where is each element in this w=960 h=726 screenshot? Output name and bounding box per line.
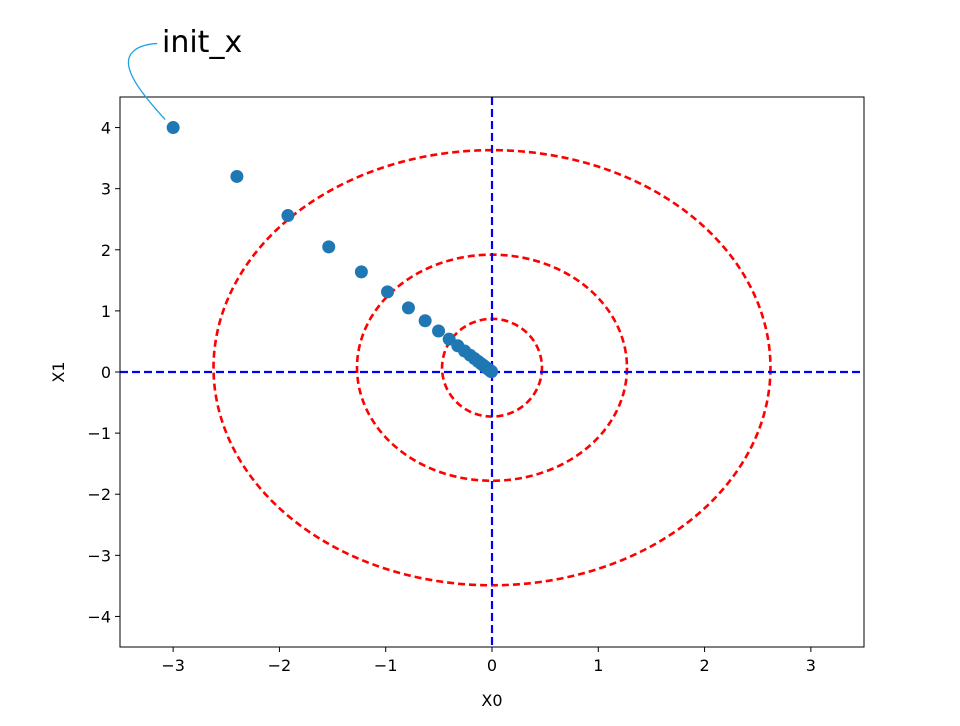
x-axis-ticks: −3 −2 −1 0 1 2 3	[161, 647, 816, 675]
y-tick-label: −4	[87, 607, 111, 626]
y-tick-label: −3	[87, 546, 111, 565]
y-tick-label: 0	[101, 363, 111, 382]
x-tick-label: 2	[699, 656, 709, 675]
y-axis-ticks: −4 −3 −2 −1 0 1 2 3 4	[87, 119, 120, 626]
annotation-connector	[127, 42, 166, 120]
x-tick-label: −2	[268, 656, 292, 675]
scatter-points-layer	[166, 121, 498, 379]
x-tick-label: −3	[161, 656, 185, 675]
y-tick-label: 3	[101, 180, 111, 199]
scatter-point	[230, 169, 244, 183]
y-tick-label: 2	[101, 241, 111, 260]
x-axis-label: X0	[481, 691, 502, 710]
scatter-point	[418, 314, 432, 328]
scatter-point	[484, 365, 498, 379]
y-axis-label: X1	[49, 361, 68, 382]
x-tick-label: 3	[806, 656, 816, 675]
annotation-text: init_x	[162, 25, 242, 60]
y-tick-label: 1	[101, 302, 111, 321]
x-tick-label: −1	[374, 656, 398, 675]
y-tick-label: 4	[101, 119, 111, 138]
scatter-point	[322, 240, 336, 254]
y-tick-label: −2	[87, 485, 111, 504]
scatter-point	[381, 285, 395, 299]
scatter-point	[166, 121, 180, 135]
scatter-point	[354, 265, 368, 279]
annotation-layer: init_x	[127, 25, 242, 120]
scatter-point	[432, 324, 446, 338]
scatter-point	[281, 209, 295, 223]
scatter-point	[401, 301, 415, 315]
y-tick-label: −1	[87, 424, 111, 443]
x-tick-label: 0	[487, 656, 497, 675]
x-tick-label: 1	[593, 656, 603, 675]
